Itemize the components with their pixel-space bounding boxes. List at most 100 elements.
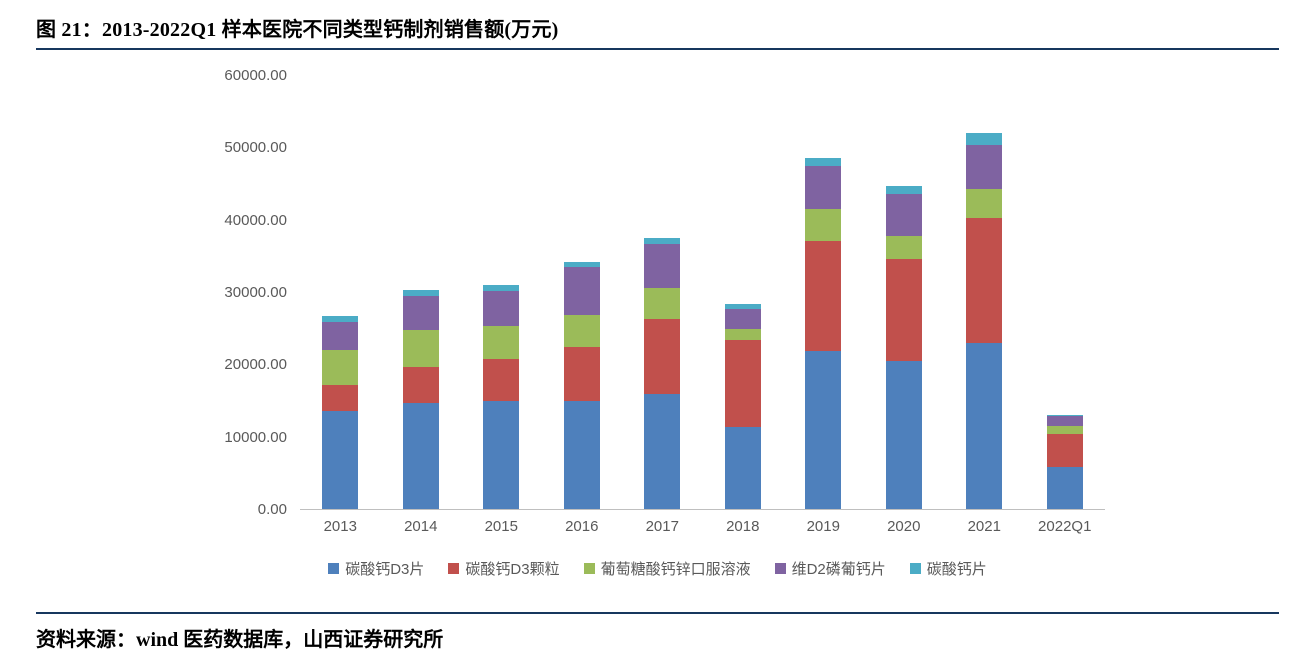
bar-segment: [805, 208, 842, 241]
bar-segment: [885, 193, 922, 236]
bar-segment: [402, 295, 439, 330]
bar-segment: [1046, 416, 1083, 426]
bar-segment: [483, 284, 520, 291]
legend-label: 葡萄糖酸钙锌口服溶液: [600, 561, 751, 578]
bar-segment: [483, 400, 520, 509]
x-axis-label: 2022Q1: [1038, 518, 1092, 535]
stacked-bar: [644, 237, 681, 509]
stacked-bar: [402, 289, 439, 509]
x-axis-label: 2017: [645, 518, 679, 535]
legend-label: 碳酸钙片: [926, 561, 987, 578]
stacked-bar: [563, 261, 600, 509]
legend-swatch: [583, 563, 595, 574]
bar-segment: [402, 289, 439, 296]
chart-legend: 碳酸钙D3片 碳酸钙D3颗粒 葡萄糖酸钙锌口服溶液 维D2磷葡钙片 碳酸钙片: [0, 558, 1315, 579]
y-axis-label: 60000.00: [224, 67, 287, 84]
bar-segment: [322, 315, 359, 322]
bar-segment: [805, 158, 842, 166]
x-axis-label: 2016: [565, 518, 599, 535]
bar-segment: [805, 165, 842, 209]
y-axis-label: 0.00: [257, 501, 287, 518]
x-axis: 2013 2014 2015 2016 2017 2018 2019 2020 2021 2022…: [300, 518, 1105, 535]
figure-title: 图 21：2013-2022Q1 样本医院不同类型钙制剂销售额(万元): [36, 19, 559, 41]
y-axis-label: 10000.00: [224, 428, 287, 446]
y-axis: 0.00 10000.00 20000.00 30000.00 40000.00 5000…: [175, 50, 287, 550]
legend-swatch: [909, 563, 921, 574]
plot-area: [300, 76, 1105, 510]
source-note: 资料来源：wind 医药数据库，山西证券研究所: [36, 629, 444, 651]
bar-segment: [885, 258, 922, 361]
bar-segment: [563, 400, 600, 509]
x-axis-label: 2020: [887, 518, 921, 535]
bar-segment: [563, 347, 600, 401]
y-axis-label: 30000.00: [224, 284, 287, 301]
bar-segment: [724, 426, 761, 509]
x-axis-label: 2019: [806, 518, 840, 535]
x-axis-label: 2018: [726, 518, 760, 535]
bar-segment: [724, 340, 761, 427]
x-axis-label: 2013: [323, 518, 357, 535]
bar-column: [703, 76, 784, 509]
x-axis-label: 2014: [404, 518, 438, 535]
bar-segment: [644, 288, 681, 319]
bar-column: [864, 76, 945, 509]
bar-segment: [1046, 467, 1083, 509]
y-axis-label: 40000.00: [224, 211, 287, 229]
stacked-bar: [483, 284, 520, 509]
bar-segment: [483, 290, 520, 326]
bar-column: [300, 76, 381, 509]
legend-swatch: [774, 563, 786, 574]
bar-segment: [885, 186, 922, 194]
bar-column: [783, 76, 864, 509]
bar-column: [381, 76, 462, 509]
bar-segment: [805, 350, 842, 509]
bar-column: [542, 76, 623, 509]
bar-segment: [402, 402, 439, 509]
legend-swatch: [448, 563, 460, 574]
bar-segment: [966, 189, 1003, 218]
bar-segment: [483, 358, 520, 401]
stacked-bar: [1046, 414, 1083, 509]
legend-item: 葡萄糖酸钙锌口服溶液: [583, 558, 751, 579]
bar-segment: [966, 144, 1003, 190]
legend-item: 碳酸钙D3颗粒: [448, 558, 560, 579]
bar-segment: [563, 266, 600, 315]
bar-segment: [402, 329, 439, 367]
legend-item: 碳酸钙片: [909, 558, 987, 579]
bar-segment: [724, 309, 761, 329]
bar-segment: [644, 318, 681, 394]
bar-segment: [563, 314, 600, 347]
bar-segment: [322, 321, 359, 350]
stacked-bar: [966, 132, 1003, 509]
legend-label: 碳酸钙D3片: [345, 561, 425, 578]
bar-segment: [483, 326, 520, 359]
bar-segment: [322, 384, 359, 411]
bar-segment: [724, 328, 761, 341]
bar-segment: [966, 217, 1003, 343]
x-axis-label: 2021: [967, 518, 1001, 535]
y-axis-label: 50000.00: [224, 139, 287, 157]
bar-segment: [644, 394, 681, 509]
bar-segment: [644, 237, 681, 244]
bar-segment: [885, 360, 922, 509]
bar-segment: [1046, 425, 1083, 434]
bar-column: [461, 76, 542, 509]
bottom-rule: [36, 612, 1279, 614]
bar-column: [944, 76, 1025, 509]
bar-segment: [966, 132, 1003, 145]
stacked-bar-chart: 0.00 10000.00 20000.00 30000.00 40000.00 5000…: [0, 50, 1315, 598]
bar-segment: [322, 349, 359, 385]
stacked-bar: [322, 315, 359, 509]
stacked-bar: [805, 158, 842, 509]
legend-label: 碳酸钙D3颗粒: [465, 561, 560, 578]
bar-segment: [644, 243, 681, 289]
bar-segment: [322, 410, 359, 509]
x-axis-label: 2015: [484, 518, 518, 535]
bar-segment: [724, 303, 761, 310]
bar-segment: [966, 342, 1003, 509]
legend-item: 碳酸钙D3片: [328, 558, 424, 579]
bar-column: [622, 76, 703, 509]
bar-segment: [805, 240, 842, 351]
y-axis-label: 20000.00: [224, 356, 287, 374]
